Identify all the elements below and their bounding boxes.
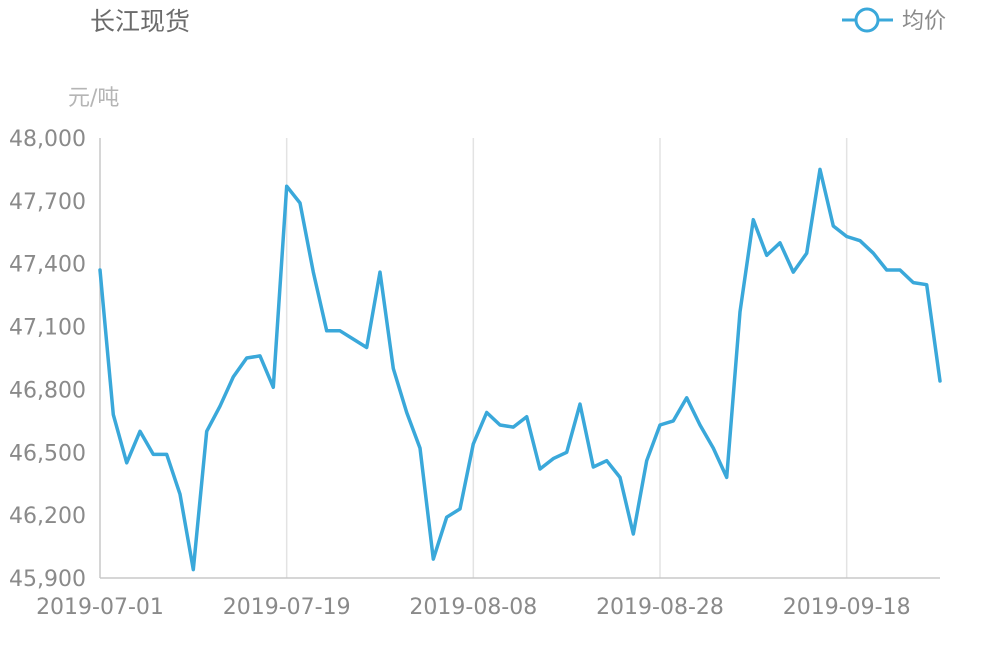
chart-title: 长江现货 [90,7,190,36]
data-point[interactable] [270,384,276,390]
data-point[interactable] [577,401,583,407]
data-point[interactable] [564,449,570,455]
data-point[interactable] [857,238,863,244]
data-point[interactable] [204,428,210,434]
data-point[interactable] [670,418,676,424]
y-tick-label: 46,500 [9,441,86,466]
y-axis-ticks: 45,900 46,200 46,500 46,800 47,100 47,400 47,7… [9,127,86,592]
x-tick-label: 2019-08-28 [596,595,724,620]
x-axis-ticks: 2019-07-01 2019-07-19 2019-08-08 2019-08-28… [36,595,911,620]
x-tick-label: 2019-07-19 [223,595,351,620]
axes [99,138,940,579]
data-point[interactable] [484,409,490,415]
data-point[interactable] [750,217,756,223]
data-point[interactable] [870,250,876,256]
data-point[interactable] [897,267,903,273]
data-point[interactable] [657,422,663,428]
data-point[interactable] [697,422,703,428]
data-point[interactable] [350,336,356,342]
data-point[interactable] [630,531,636,537]
data-point[interactable] [724,474,730,480]
data-point[interactable] [444,514,450,520]
data-point[interactable] [910,280,916,286]
data-point[interactable] [817,166,823,172]
data-point[interactable] [390,365,396,371]
legend[interactable]: 均价 [842,7,946,34]
data-point[interactable] [937,378,943,384]
data-point[interactable] [337,328,343,334]
series-line-均价[interactable] [98,167,942,572]
data-point[interactable] [297,200,303,206]
data-point[interactable] [764,252,770,258]
data-point[interactable] [550,456,556,462]
y-tick-label: 47,400 [9,253,86,278]
data-point[interactable] [177,491,183,497]
data-point[interactable] [844,233,850,239]
y-tick-label: 46,800 [9,378,86,403]
y-tick-label: 48,000 [9,127,86,152]
data-point[interactable] [684,395,690,401]
data-point[interactable] [604,458,610,464]
data-point[interactable] [470,441,476,447]
data-point[interactable] [417,445,423,451]
data-point[interactable] [150,451,156,457]
y-tick-label: 47,700 [9,190,86,215]
data-point[interactable] [537,466,543,472]
y-tick-label: 46,200 [9,504,86,529]
data-point[interactable] [710,445,716,451]
data-point[interactable] [524,414,530,420]
y-axis-unit-label: 元/吨 [68,86,119,111]
data-point[interactable] [244,355,250,361]
data-point[interactable] [257,353,263,359]
data-point[interactable] [924,282,930,288]
data-point[interactable] [284,183,290,189]
y-tick-label: 45,900 [9,567,86,592]
data-point[interactable] [510,424,516,430]
data-point[interactable] [404,409,410,415]
data-point[interactable] [430,556,436,562]
data-point[interactable] [777,240,783,246]
data-point[interactable] [190,567,196,573]
data-point[interactable] [497,422,503,428]
data-point[interactable] [110,412,116,418]
data-point[interactable] [324,328,330,334]
data-point[interactable] [617,474,623,480]
data-point[interactable] [884,267,890,273]
grid-lines [285,138,848,578]
data-point[interactable] [97,267,103,273]
x-tick-label: 2019-08-08 [409,595,537,620]
data-point[interactable] [804,250,810,256]
legend-marker-icon [854,7,880,33]
x-tick-label: 2019-07-01 [36,595,164,620]
data-point[interactable] [644,458,650,464]
y-tick-label: 47,100 [9,316,86,341]
data-point[interactable] [364,345,370,351]
data-point[interactable] [230,374,236,380]
data-point[interactable] [310,269,316,275]
x-tick-label: 2019-09-18 [783,595,911,620]
data-point[interactable] [217,403,223,409]
data-point[interactable] [790,269,796,275]
data-point[interactable] [590,464,596,470]
data-point[interactable] [164,451,170,457]
data-point[interactable] [377,269,383,275]
data-point[interactable] [457,506,463,512]
legend-label: 均价 [902,9,946,34]
data-point[interactable] [737,309,743,315]
series-layer [97,166,943,573]
data-point[interactable] [830,223,836,229]
data-point[interactable] [124,460,130,466]
data-point[interactable] [137,428,143,434]
